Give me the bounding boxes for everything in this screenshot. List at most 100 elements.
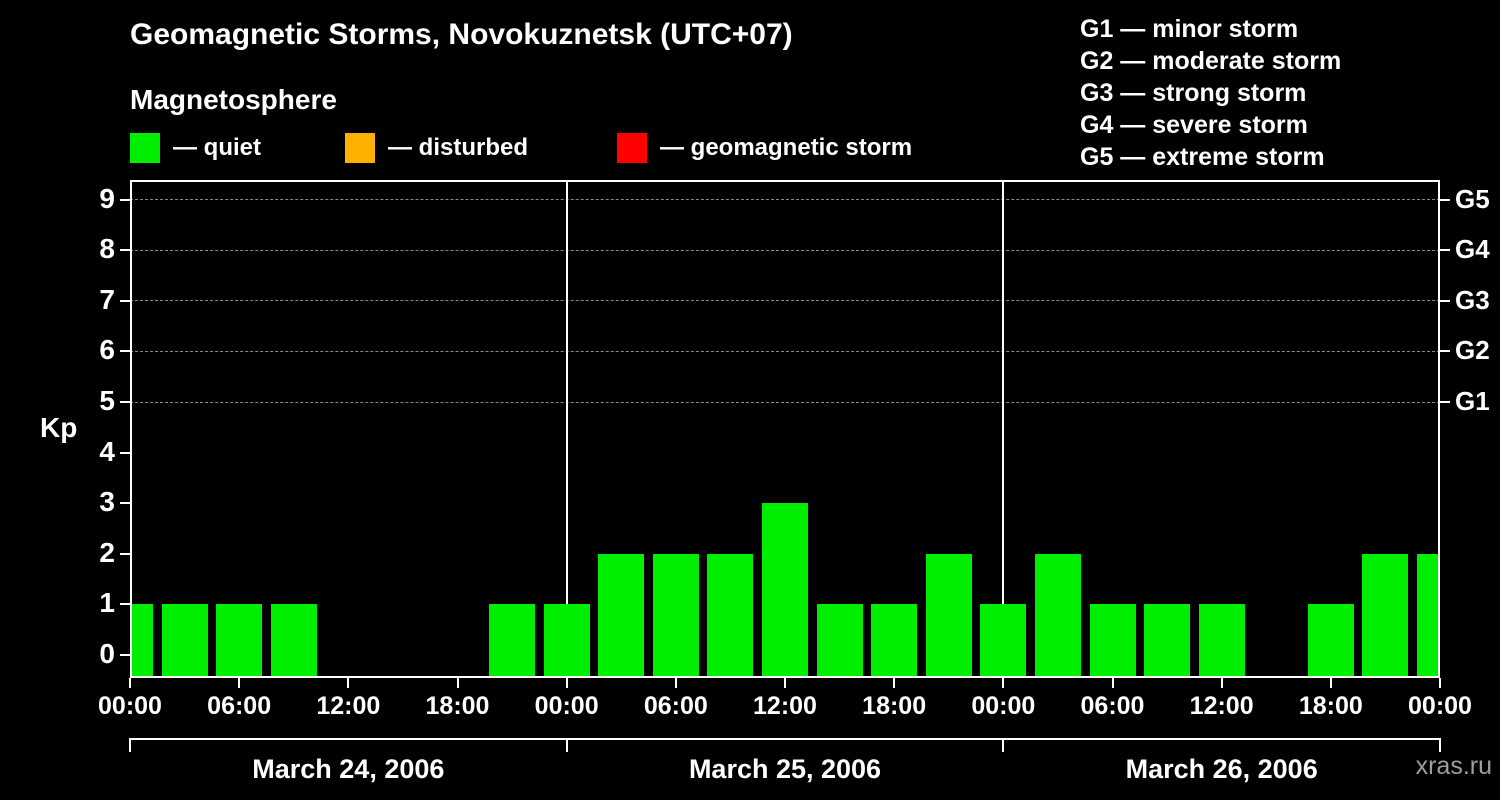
x-tick	[784, 678, 786, 688]
y-tick	[120, 299, 130, 302]
y-tick-label: 3	[99, 486, 115, 518]
plot-frame	[130, 180, 1440, 678]
g5-scale-label: G5 — extreme storm	[1080, 143, 1325, 171]
y-tick-label: 8	[99, 233, 115, 265]
kp-bar	[1034, 553, 1081, 678]
x-tick-label: 06:00	[1080, 692, 1145, 720]
y-tick	[120, 654, 130, 656]
kp-bar	[816, 604, 863, 678]
date-label: March 24, 2006	[252, 754, 445, 784]
x-tick	[456, 678, 459, 688]
kp-bar	[871, 604, 918, 678]
x-tick-label: 18:00	[862, 692, 927, 720]
x-tick	[1002, 678, 1005, 688]
y-tick	[120, 249, 130, 252]
kp-bar	[1362, 553, 1409, 678]
date-axis-tick	[565, 738, 568, 752]
y-tick-label: 9	[99, 182, 115, 214]
y-tick	[120, 350, 130, 353]
gridline-g4	[130, 249, 1440, 251]
kp-bar	[270, 604, 317, 678]
date-label: March 25, 2006	[688, 754, 882, 784]
g-axis-label-g5: G5	[1455, 183, 1490, 214]
x-tick	[238, 678, 241, 688]
kp-bar	[1307, 604, 1354, 678]
x-tick-label: 12:00	[1189, 692, 1254, 720]
g-axis-tick	[1440, 350, 1450, 353]
watermark: xras.ru	[1415, 752, 1492, 780]
x-tick-label: 00:00	[1408, 692, 1472, 720]
x-tick	[674, 678, 677, 688]
quiet-color-swatch	[130, 133, 160, 163]
kp-bar	[489, 604, 536, 678]
kp-bar	[1144, 604, 1191, 678]
kp-bar	[130, 604, 153, 678]
date-label: March 26, 2006	[1125, 754, 1318, 784]
y-tick	[120, 198, 130, 201]
g3-scale-label: G3 — strong storm	[1080, 79, 1307, 107]
kp-bar	[762, 503, 808, 678]
x-tick-label: 06:00	[643, 692, 708, 720]
legend-item-quiet: — quiet	[130, 132, 261, 164]
y-tick-label: 7	[99, 283, 115, 315]
x-tick	[893, 678, 896, 688]
y-axis-title: Kp	[40, 412, 78, 443]
y-tick	[120, 552, 130, 555]
kp-bar	[161, 604, 208, 678]
g2-scale-label: G2 — moderate storm	[1080, 47, 1342, 75]
storm-scale-legend: G1 — minor storm G2 — moderate storm G3 …	[1080, 13, 1341, 173]
kp-bar	[707, 553, 754, 678]
g-axis-tick	[1440, 401, 1450, 403]
storm-color-swatch	[617, 133, 647, 163]
x-tick-label: 18:00	[425, 692, 490, 720]
g-axis-label-g3: G3	[1455, 284, 1490, 315]
g1-scale-label: G1 — minor storm	[1080, 15, 1299, 43]
kp-bar	[1089, 604, 1136, 678]
legend-item-disturbed: — disturbed	[345, 132, 528, 164]
gridline-g1	[130, 401, 1440, 403]
chart-title: Geomagnetic Storms, Novokuznetsk (UTC+07…	[130, 18, 793, 51]
disturbed-label: — disturbed	[388, 134, 529, 161]
y-tick-label: 5	[99, 385, 115, 416]
x-tick	[1439, 678, 1441, 688]
y-tick	[120, 401, 130, 403]
x-tick	[1220, 678, 1223, 688]
gridline-g2	[130, 350, 1440, 352]
g-axis-tick	[1440, 198, 1450, 201]
y-tick	[120, 502, 130, 505]
gridline-g5	[130, 199, 1440, 201]
x-tick-label: 00:00	[534, 692, 599, 720]
gridline-g3	[130, 300, 1440, 302]
g-axis-tick	[1440, 299, 1450, 302]
x-tick-label: 06:00	[207, 692, 272, 720]
x-tick	[565, 678, 568, 688]
quiet-label: — quiet	[173, 134, 261, 161]
y-tick	[120, 603, 130, 606]
storm-label: — geomagnetic storm	[660, 134, 913, 161]
x-tick	[1329, 678, 1332, 688]
kp-bar	[652, 553, 699, 678]
date-axis-tick	[1439, 738, 1441, 752]
day-separator	[565, 180, 568, 678]
g-axis-label-g4: G4	[1455, 234, 1490, 265]
x-tick-label: 12:00	[316, 692, 381, 720]
x-tick	[129, 678, 131, 688]
y-tick-label: 4	[99, 435, 115, 467]
legend-item-storm: — geomagnetic storm	[617, 132, 912, 164]
x-tick-label: 00:00	[971, 692, 1036, 720]
day-separator	[1002, 180, 1005, 678]
y-tick-label: 6	[99, 334, 115, 366]
y-tick-label: 0	[99, 638, 115, 669]
x-tick	[347, 678, 350, 688]
kp-bar	[1417, 553, 1440, 678]
kp-bar	[925, 553, 972, 678]
g-axis-tick	[1440, 249, 1450, 252]
kp-bar	[1198, 604, 1245, 678]
y-tick	[120, 451, 130, 454]
kp-bar	[216, 604, 263, 678]
x-tick-label: 18:00	[1298, 692, 1363, 720]
y-tick-label: 1	[99, 587, 115, 619]
x-tick-label: 12:00	[753, 692, 817, 720]
